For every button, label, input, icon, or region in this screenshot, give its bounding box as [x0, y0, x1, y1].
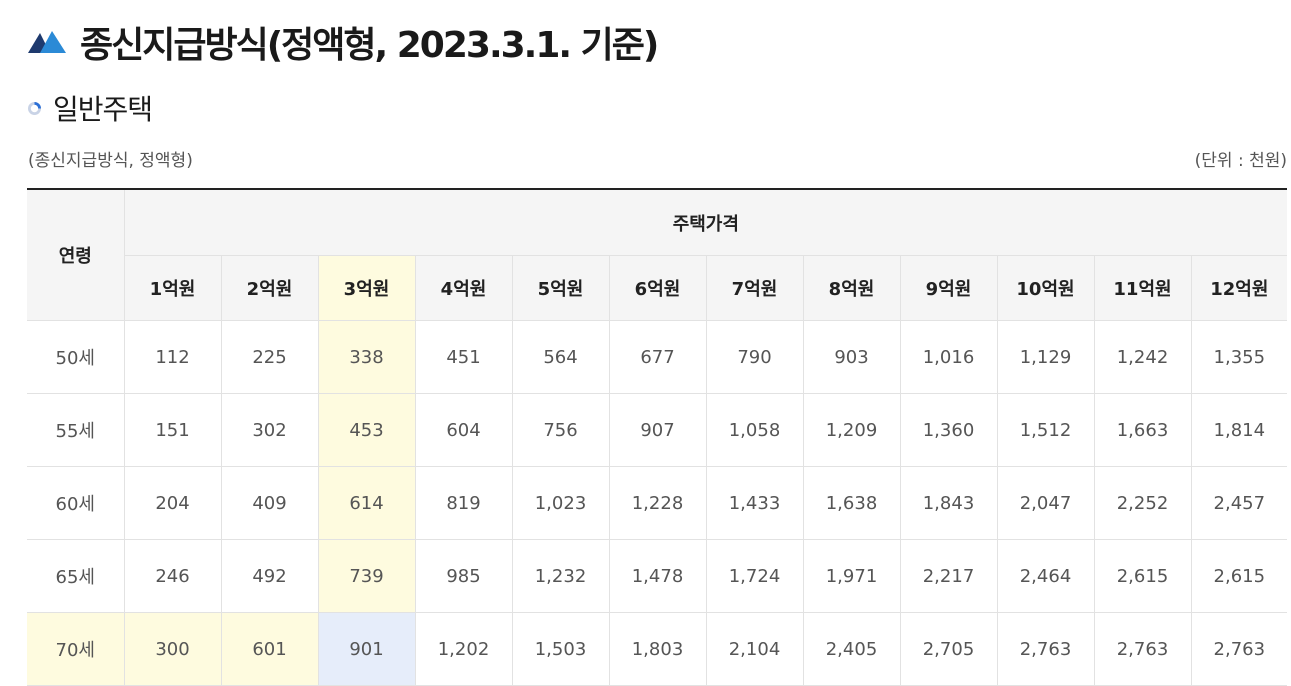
value-cell: 453 — [317, 393, 416, 467]
value-cell: 409 — [220, 466, 319, 540]
value-cell: 1,202 — [414, 612, 513, 686]
value-cell: 2,763 — [996, 612, 1095, 686]
age-cell: 50세 — [27, 320, 125, 394]
price-column-header: 2억원 — [220, 255, 319, 321]
age-column-header: 연령 — [27, 188, 125, 321]
section-header: 일반주택 — [28, 88, 153, 128]
page-title: 종신지급방식(정액형, 2023.3.1. 기준) — [80, 25, 659, 66]
age-cell: 65세 — [27, 539, 125, 613]
value-cell: 300 — [123, 612, 222, 686]
value-cell: 601 — [220, 612, 319, 686]
value-cell: 1,058 — [705, 393, 804, 467]
value-cell: 1,638 — [802, 466, 901, 540]
value-cell: 564 — [511, 320, 610, 394]
bullet-icon — [28, 101, 41, 115]
value-cell: 2,047 — [996, 466, 1095, 540]
value-cell: 246 — [123, 539, 222, 613]
value-cell: 1,433 — [705, 466, 804, 540]
price-column-header: 1억원 — [124, 255, 222, 321]
caption-unit: (단위 : 천원) — [1194, 151, 1287, 171]
age-cell: 60세 — [27, 466, 125, 540]
value-cell: 1,228 — [608, 466, 707, 540]
table-row: 70세 300 601 901 1,202 1,503 1,803 2,104 2,405 2,7… — [27, 612, 1288, 686]
value-cell: 451 — [414, 320, 513, 394]
value-cell: 225 — [220, 320, 319, 394]
value-cell: 756 — [511, 393, 610, 467]
value-cell: 112 — [123, 320, 222, 394]
value-cell: 739 — [317, 539, 416, 613]
value-cell: 1,814 — [1190, 393, 1288, 467]
table-row: 55세 151 302 453 604 756 907 1,058 1,209 1,360 1,51… — [27, 393, 1288, 467]
value-cell: 1,503 — [511, 612, 610, 686]
table-captions: (종신지급방식, 정액형) (단위 : 천원) — [28, 146, 1287, 171]
value-cell: 1,355 — [1190, 320, 1288, 394]
price-column-header: 9억원 — [899, 255, 998, 321]
value-cell: 819 — [414, 466, 513, 540]
value-cell: 2,763 — [1093, 612, 1192, 686]
value-cell: 2,464 — [996, 539, 1095, 613]
price-column-header: 10억원 — [996, 255, 1095, 321]
value-cell: 2,104 — [705, 612, 804, 686]
value-cell: 604 — [414, 393, 513, 467]
table-row: 60세 204 409 614 819 1,023 1,228 1,433 1,638 1,843… — [27, 466, 1288, 540]
value-cell: 2,615 — [1190, 539, 1288, 613]
price-column-header: 5억원 — [511, 255, 610, 321]
value-cell: 1,242 — [1093, 320, 1192, 394]
value-cell: 151 — [123, 393, 222, 467]
table-row: 65세 246 492 739 985 1,232 1,478 1,724 1,971 2,217… — [27, 539, 1288, 613]
value-cell: 614 — [317, 466, 416, 540]
value-cell: 1,016 — [899, 320, 998, 394]
value-cell: 1,209 — [802, 393, 901, 467]
price-column-header: 3억원 — [317, 255, 416, 321]
value-cell: 2,705 — [899, 612, 998, 686]
pension-table: 연령 주택가격 1억원 2억원 3억원 4억원 5억원 6억원 7억원 8억원 9억원 10억원 1… — [27, 188, 1288, 686]
price-column-header: 11억원 — [1093, 255, 1192, 321]
age-cell: 55세 — [27, 393, 125, 467]
value-cell: 302 — [220, 393, 319, 467]
table-row: 50세 112 225 338 451 564 677 790 903 1,016 1,129 1,2… — [27, 320, 1288, 394]
value-cell: 901 — [317, 612, 416, 686]
value-cell: 1,724 — [705, 539, 804, 613]
price-column-header: 6억원 — [608, 255, 707, 321]
value-cell: 204 — [123, 466, 222, 540]
price-column-header: 7억원 — [705, 255, 804, 321]
value-cell: 903 — [802, 320, 901, 394]
value-cell: 2,217 — [899, 539, 998, 613]
value-cell: 2,763 — [1190, 612, 1288, 686]
value-cell: 677 — [608, 320, 707, 394]
page-header: 종신지급방식(정액형, 2023.3.1. 기준) — [28, 14, 659, 70]
value-cell: 338 — [317, 320, 416, 394]
value-cell: 985 — [414, 539, 513, 613]
caption-method: (종신지급방식, 정액형) — [28, 151, 193, 171]
value-cell: 492 — [220, 539, 319, 613]
value-cell: 1,803 — [608, 612, 707, 686]
value-cell: 2,457 — [1190, 466, 1288, 540]
value-cell: 2,405 — [802, 612, 901, 686]
value-cell: 1,512 — [996, 393, 1095, 467]
value-cell: 1,232 — [511, 539, 610, 613]
price-column-header: 4억원 — [414, 255, 513, 321]
value-cell: 1,478 — [608, 539, 707, 613]
value-cell: 1,023 — [511, 466, 610, 540]
price-column-header: 8억원 — [802, 255, 901, 321]
value-cell: 1,360 — [899, 393, 998, 467]
value-cell: 1,663 — [1093, 393, 1192, 467]
value-cell: 790 — [705, 320, 804, 394]
value-cell: 2,615 — [1093, 539, 1192, 613]
price-group-header: 주택가격 — [123, 188, 1288, 256]
value-cell: 2,252 — [1093, 466, 1192, 540]
price-column-header: 12억원 — [1190, 255, 1288, 321]
logo-icon — [28, 31, 66, 53]
section-title: 일반주택 — [53, 93, 153, 126]
value-cell: 907 — [608, 393, 707, 467]
value-cell: 1,971 — [802, 539, 901, 613]
value-cell: 1,129 — [996, 320, 1095, 394]
value-cell: 1,843 — [899, 466, 998, 540]
age-cell: 70세 — [27, 612, 125, 686]
